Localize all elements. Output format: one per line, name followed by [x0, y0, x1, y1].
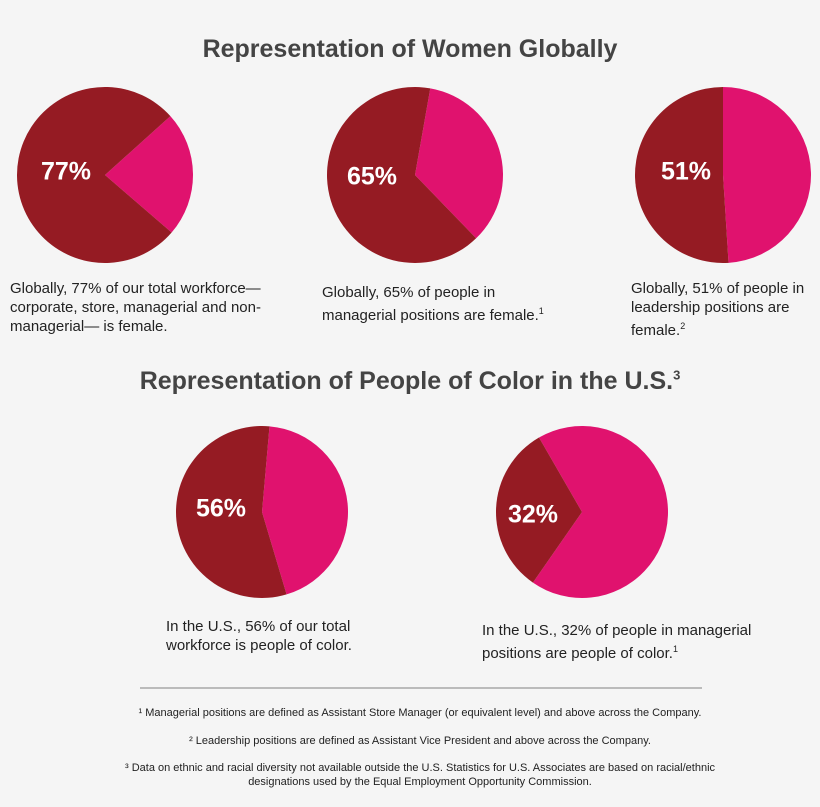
caption-note: 1 [538, 306, 544, 316]
value-label: 77% [41, 158, 91, 186]
pie-slice [415, 88, 504, 239]
caption-note: 1 [672, 644, 678, 654]
footnote: ³ Data on ethnic and racial diversity no… [124, 762, 716, 788]
footnote: ² Leadership positions are defined as As… [189, 735, 651, 747]
caption-note: 2 [680, 321, 686, 331]
caption: In the U.S., 56% of our total workforce … [166, 617, 376, 655]
caption-text: Globally, 65% of people in managerial po… [322, 284, 539, 324]
caption: Globally, 65% of people in managerial po… [322, 283, 562, 325]
caption: Globally, 77% of our total workforce— co… [10, 279, 285, 336]
section-title: Representation of People of Color in the… [0, 367, 820, 396]
pie-slice [176, 426, 287, 598]
pie-slice [105, 116, 193, 233]
pie-slice [635, 87, 729, 263]
pie-slice [495, 437, 582, 583]
footnote: ¹ Managerial positions are defined as As… [138, 707, 702, 719]
pie-slice [532, 425, 668, 598]
title-text: Representation of Women Globally [202, 35, 618, 63]
value-label: 51% [661, 158, 711, 186]
title-text: Representation of People of Color in the… [139, 367, 674, 395]
caption: Globally, 51% of people in leadership po… [631, 279, 811, 340]
value-label: 65% [347, 163, 397, 191]
caption-text: Globally, 77% of our total workforce— co… [10, 280, 261, 335]
value-label: 56% [196, 495, 246, 523]
caption-text: Globally, 51% of people in leadership po… [631, 280, 805, 339]
section-title: Representation of Women Globally [0, 35, 820, 64]
pie-slice [262, 426, 348, 595]
caption-text: In the U.S., 32% of people in managerial… [482, 622, 752, 662]
caption: In the U.S., 32% of people in managerial… [482, 621, 782, 663]
caption-text: In the U.S., 56% of our total workforce … [166, 618, 352, 654]
pie-slice [327, 87, 477, 263]
pie-slice [723, 87, 811, 263]
title-note: 3 [673, 367, 681, 383]
value-label: 32% [508, 501, 558, 529]
pie-slice [16, 86, 172, 263]
